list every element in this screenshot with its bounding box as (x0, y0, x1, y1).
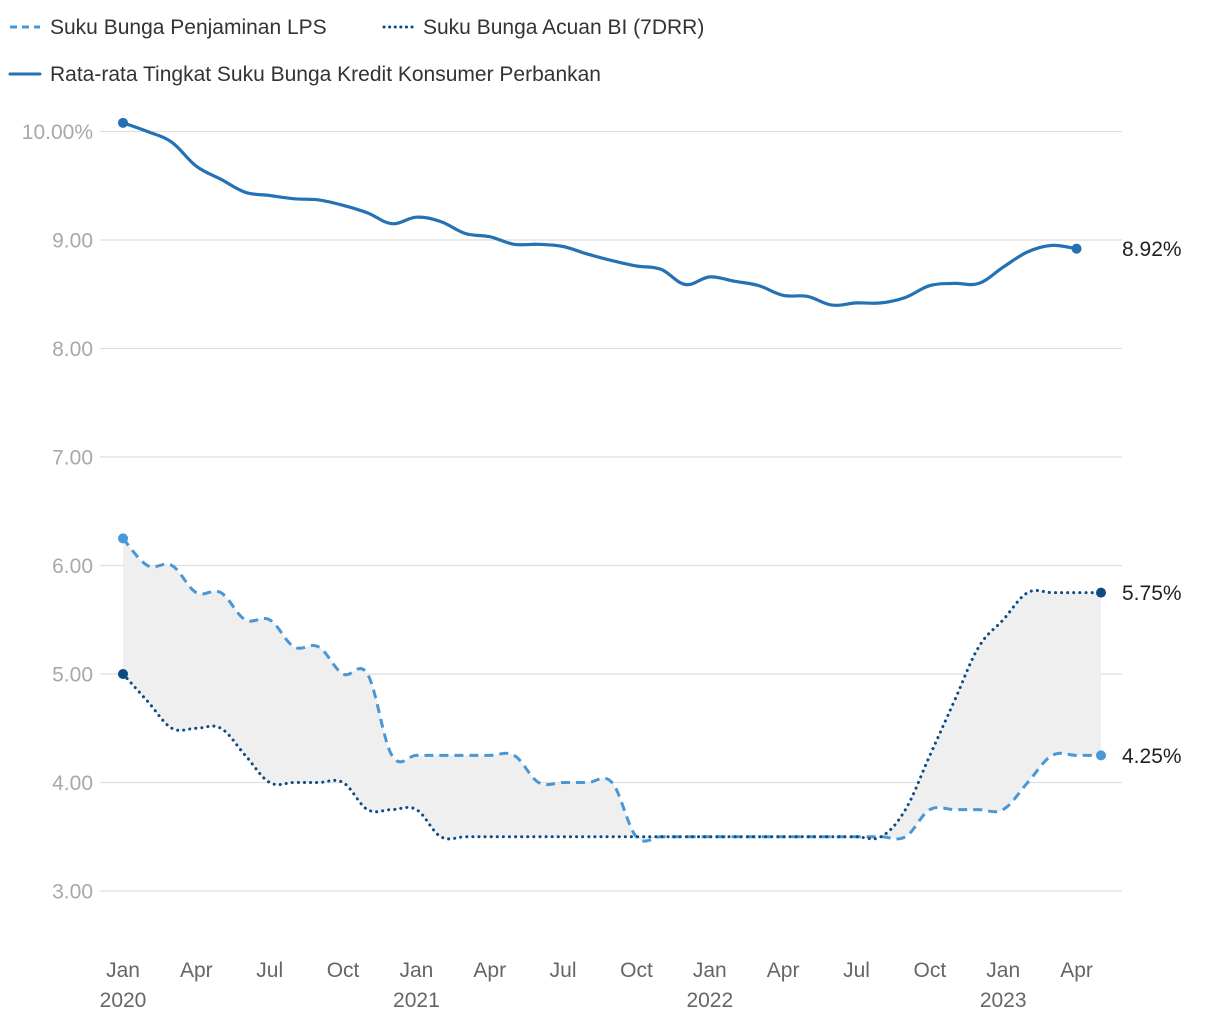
x-tick-year: 2020 (100, 989, 147, 1012)
end-label-rata-rata-tingkat-suku-bunga-kredit-konsumer-perbankan: 8.92% (1122, 238, 1182, 261)
x-tick-label: Jan (399, 959, 433, 982)
x-tick-year: 2023 (980, 989, 1027, 1012)
series-markers (118, 117, 1106, 761)
x-tick-label: Apr (473, 959, 506, 982)
y-tick-label: 5.00 (52, 664, 93, 687)
x-axis: Jan 2020 Apr Jul Oct Jan 2021 Apr Jul Oct Jan 2022 A… (100, 959, 1093, 1012)
series-lines (121, 121, 1103, 843)
legend-label-suku-bunga-acuan-bi-7drr: Suku Bunga Acuan BI (7DRR) (423, 16, 704, 39)
y-tick-label: 8.00 (52, 338, 93, 361)
series-line-rata-rata-tingkat-suku-bunga-kredit-konsumer-perbankan (121, 121, 1079, 307)
start-point-suku-bunga-penjaminan-lps (118, 533, 128, 544)
gridlines: 10.00% 9.00 8.00 7.00 6.00 5.00 4.00 3.00 (22, 121, 1122, 904)
legend-label-suku-bunga-penjaminan-lps: Suku Bunga Penjaminan LPS (50, 16, 327, 39)
shaded-band (123, 538, 1101, 842)
start-point-suku-bunga-acuan-bi-7drr (118, 669, 128, 679)
x-tick-label: Apr (767, 959, 800, 982)
x-tick-label: Jul (843, 959, 870, 982)
y-tick-label: 3.00 (52, 881, 93, 904)
legend: Suku Bunga Penjaminan LPS Suku Bunga Acua… (8, 16, 704, 86)
start-point-rata-rata-tingkat-suku-bunga-kredit-konsumer-perbankan (118, 117, 128, 128)
legend-label-rata-rata-tingkat-suku-bunga-kredit-konsumer-perbankan: Rata-rata Tingkat Suku Bunga Kredit Kons… (50, 63, 601, 86)
y-tick-label: 4.00 (52, 772, 93, 795)
band-area (123, 538, 1101, 842)
x-tick-year: 2021 (393, 989, 440, 1012)
x-tick-label: Jul (550, 959, 577, 982)
x-tick-label: Jul (256, 959, 283, 982)
end-label-suku-bunga-acuan-bi-7drr: 5.75% (1122, 582, 1182, 605)
x-tick-label: Jan (106, 959, 140, 982)
x-tick-year: 2022 (686, 989, 733, 1012)
series-line-suku-bunga-penjaminan-lps (121, 537, 1101, 843)
x-tick-label: Oct (914, 959, 947, 982)
x-tick-label: Jan (693, 959, 727, 982)
y-tick-label: 9.00 (52, 230, 93, 253)
end-point-suku-bunga-penjaminan-lps (1096, 750, 1106, 761)
x-tick-label: Oct (327, 959, 360, 982)
x-tick-label: Jan (986, 959, 1020, 982)
end-point-suku-bunga-acuan-bi-7drr (1096, 587, 1106, 598)
y-tick-label: 10.00% (22, 121, 93, 144)
end-point-rata-rata-tingkat-suku-bunga-kredit-konsumer-perbankan (1071, 243, 1082, 254)
end-labels: 4.25% 5.75% 8.92% (1122, 238, 1182, 768)
x-tick-label: Apr (1060, 959, 1093, 982)
end-label-suku-bunga-penjaminan-lps: 4.25% (1122, 745, 1182, 768)
x-tick-label: Apr (180, 959, 213, 982)
y-tick-label: 6.00 (52, 555, 93, 578)
y-tick-label: 7.00 (52, 447, 93, 470)
series-line-suku-bunga-acuan-bi-7drr (121, 588, 1103, 841)
x-tick-label: Oct (620, 959, 653, 982)
